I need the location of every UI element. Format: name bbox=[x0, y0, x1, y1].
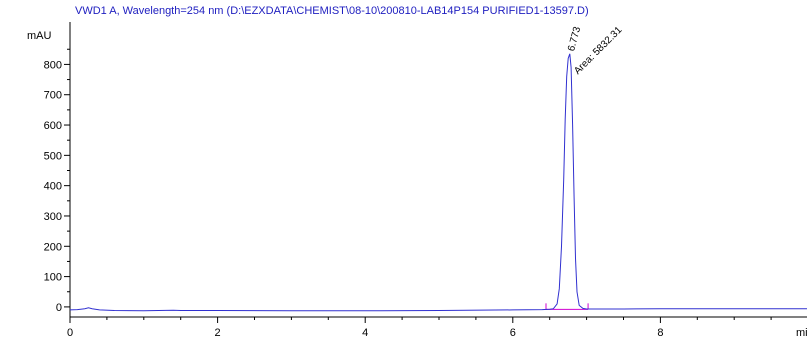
y-tick-label: 400 bbox=[44, 181, 62, 193]
x-tick-label: 0 bbox=[67, 327, 73, 336]
retention-time-label: 6.773 bbox=[566, 25, 583, 52]
axes bbox=[69, 22, 807, 318]
tick-marks: 0 100 200 300 400 500 600 700 800 0 2 4 6 8 bbox=[44, 48, 772, 339]
y-tick-label: 800 bbox=[44, 59, 62, 71]
y-axis-label: mAU bbox=[27, 30, 52, 42]
integration-baseline bbox=[545, 303, 589, 310]
x-axis-label: mi bbox=[796, 327, 807, 336]
x-tick-label: 2 bbox=[215, 327, 221, 336]
y-tick-label: 100 bbox=[44, 272, 62, 284]
y-tick-label: 500 bbox=[44, 150, 62, 162]
signal-trace bbox=[69, 53, 807, 312]
x-tick-label: 6 bbox=[510, 327, 516, 336]
chart-title: VWD1 A, Wavelength=254 nm (D:\EZXDATA\CH… bbox=[75, 5, 589, 17]
x-tick-label: 8 bbox=[657, 327, 663, 336]
y-tick-label: 600 bbox=[44, 120, 62, 132]
y-tick-label: 300 bbox=[44, 211, 62, 223]
y-tick-label: 700 bbox=[44, 90, 62, 102]
x-tick-label: 4 bbox=[362, 327, 368, 336]
y-tick-label: 200 bbox=[44, 241, 62, 253]
y-tick-label: 0 bbox=[56, 302, 62, 314]
signal-line bbox=[69, 53, 807, 312]
